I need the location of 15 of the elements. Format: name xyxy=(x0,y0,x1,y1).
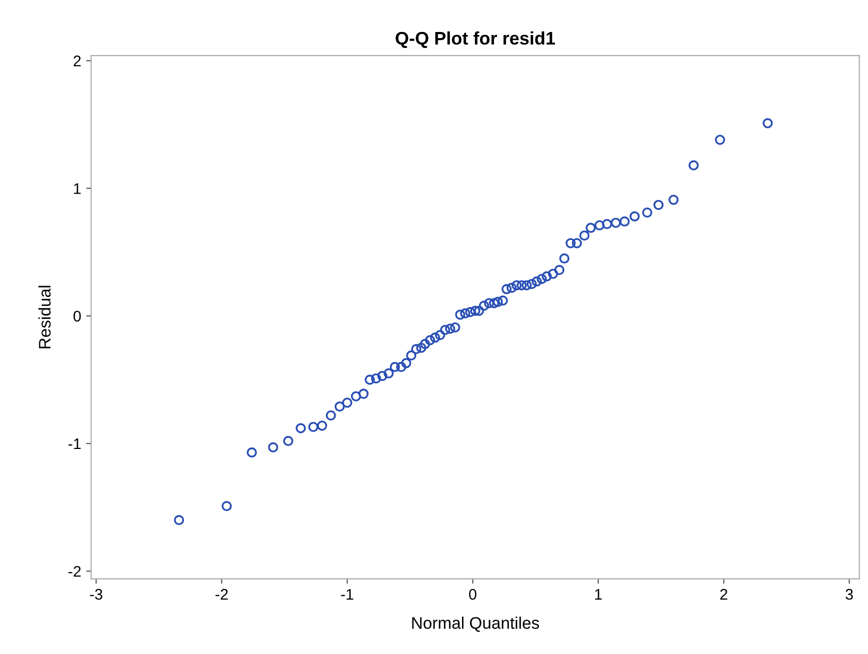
y-tick-label: 2 xyxy=(74,56,81,66)
chart-title: Q-Q Plot for resid1 xyxy=(396,31,555,48)
x-tick-label: 1 xyxy=(595,589,602,600)
x-tick-label: 2 xyxy=(720,588,728,600)
x-tick-label: 0 xyxy=(469,588,476,600)
x-tick-label: 3 xyxy=(846,588,853,600)
y-tick-label: 0 xyxy=(74,310,81,322)
x-axis-title: Normal Quantiles xyxy=(412,616,540,632)
y-tick-label: 1 xyxy=(74,183,81,194)
y-tick-label: -1 xyxy=(68,438,81,450)
x-tick-label: -3 xyxy=(90,588,102,600)
x-tick-label: -1 xyxy=(341,589,354,600)
x-tick-label: -2 xyxy=(216,588,228,600)
y-axis-title: Residual xyxy=(38,286,51,348)
y-tick-label: -2 xyxy=(68,566,81,577)
